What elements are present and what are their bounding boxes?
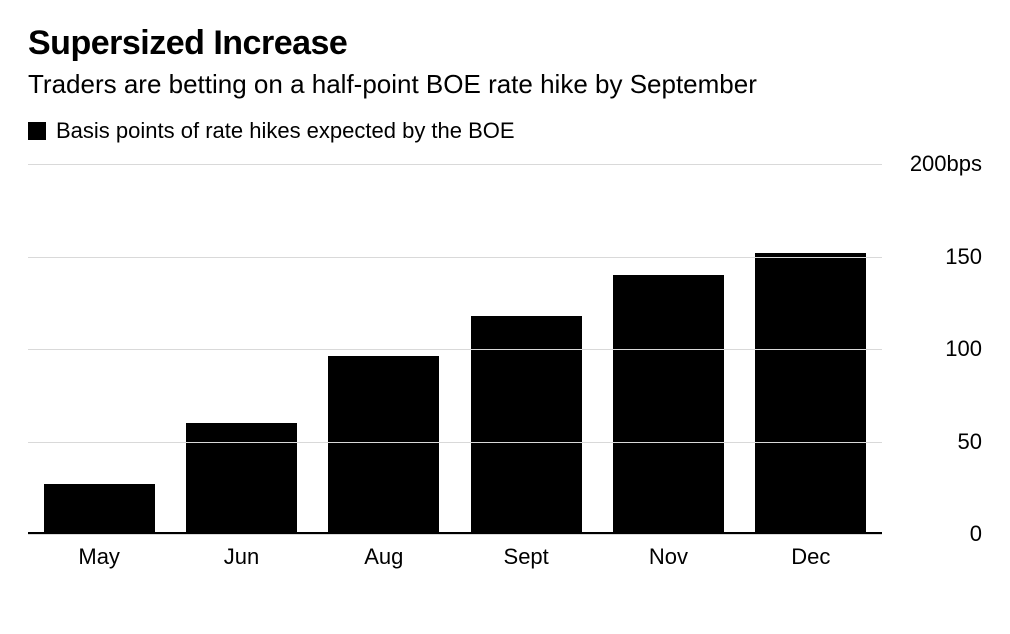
y-tick-label: 100 xyxy=(892,336,982,362)
x-tick-label: Aug xyxy=(313,538,455,574)
gridline xyxy=(28,164,882,165)
x-axis-line xyxy=(28,532,882,534)
chart-area: MayJunAugSeptNovDec 0 50 100 150 200bps xyxy=(28,154,982,574)
plot-area xyxy=(28,164,882,534)
legend: Basis points of rate hikes expected by t… xyxy=(28,118,982,144)
x-tick-label: Dec xyxy=(740,538,882,574)
legend-label: Basis points of rate hikes expected by t… xyxy=(56,118,515,144)
chart-subtitle: Traders are betting on a half-point BOE … xyxy=(28,69,982,100)
bar xyxy=(755,253,866,534)
gridline xyxy=(28,257,882,258)
bar xyxy=(613,275,724,534)
x-tick-label: Nov xyxy=(597,538,739,574)
bar xyxy=(328,356,439,534)
legend-swatch xyxy=(28,122,46,140)
y-tick-label: 200bps xyxy=(892,151,982,177)
gridline xyxy=(28,349,882,350)
x-tick-label: Sept xyxy=(455,538,597,574)
bar xyxy=(44,484,155,534)
y-tick-label: 50 xyxy=(892,429,982,455)
gridline xyxy=(28,534,882,535)
chart-title: Supersized Increase xyxy=(28,24,982,63)
x-axis-labels: MayJunAugSeptNovDec xyxy=(28,538,882,574)
gridline xyxy=(28,442,882,443)
x-tick-label: May xyxy=(28,538,170,574)
x-tick-label: Jun xyxy=(170,538,312,574)
y-tick-label: 0 xyxy=(892,521,982,547)
bar xyxy=(186,423,297,534)
y-tick-label: 150 xyxy=(892,244,982,270)
